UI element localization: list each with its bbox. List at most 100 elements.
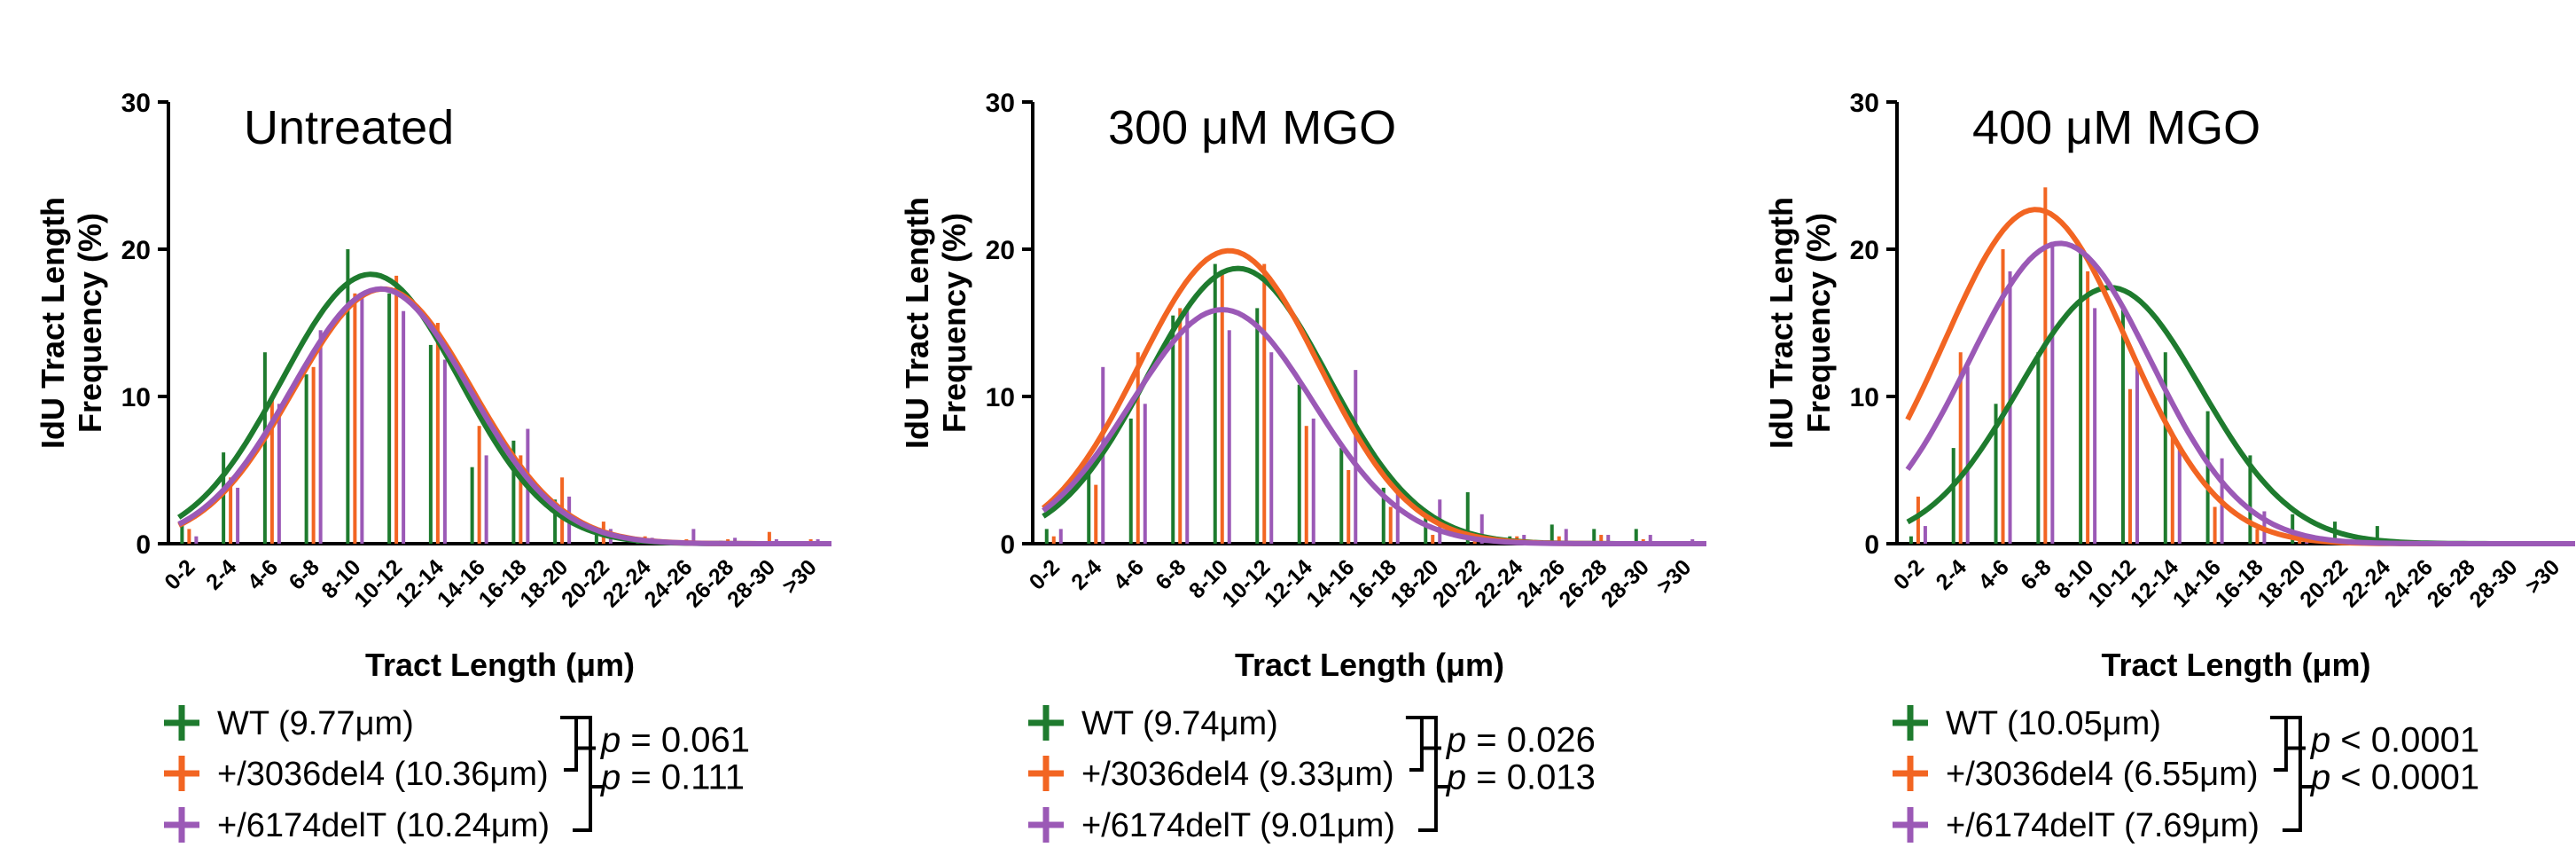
bar-3036del4-3: [1178, 308, 1183, 544]
legend-marker: [1893, 705, 1928, 741]
bar-6174delT-4: [360, 293, 364, 544]
x-tick-label: 14-16: [1301, 554, 1359, 612]
bar-6174delT-7: [1354, 370, 1358, 544]
bar-WT-3: [304, 374, 308, 544]
legend-entry: +/3036del4 (10.36μm): [217, 756, 549, 793]
bar-3036del4-13: [1599, 535, 1604, 544]
bar-3036del4-6: [1304, 426, 1308, 544]
p-bracket-1: [560, 716, 579, 772]
panel-title: 400 μM MGO: [1972, 101, 2260, 154]
p-bracket-2: [573, 716, 593, 832]
legend-entry: WT (9.77μm): [217, 705, 414, 742]
bar-3036del4-1: [1958, 352, 1963, 544]
fit-curve-series-1: [176, 271, 831, 546]
bar-6174delT-13: [1606, 535, 1611, 544]
bar-6174delT-4: [2093, 308, 2097, 544]
bar-3036del4-7: [477, 426, 481, 544]
y-tick-label: 20: [986, 236, 1015, 265]
bar-6174delT-13: [733, 537, 738, 544]
y-tick-label: 10: [121, 383, 151, 412]
p-value-2: p = 0.111: [600, 758, 745, 797]
bar-6174delT-2: [1143, 404, 1147, 544]
bar-3036del4-9: [1431, 535, 1435, 544]
legend-entry: WT (10.05μm): [1946, 705, 2161, 742]
y-tick-label: 0: [136, 530, 151, 560]
bar-WT-2: [1128, 418, 1133, 544]
bar-3036del4-3: [2043, 187, 2048, 544]
y-tick-label: 0: [1000, 530, 1015, 560]
x-tick-label: 0-2: [1889, 554, 1929, 594]
bar-6174delT-2: [277, 404, 281, 544]
x-tick-label: 12-14: [1260, 554, 1317, 612]
fit-curve-series-2: [1905, 207, 2575, 546]
bar-3036del4-6: [435, 323, 440, 544]
bar-6174delT-6: [2177, 448, 2182, 544]
bar-3036del4-2: [1136, 352, 1140, 544]
bar-6174delT-0: [194, 536, 199, 544]
legend-entry: +/6174delT (10.24μm): [217, 807, 550, 844]
bar-3036del4-4: [1220, 271, 1224, 544]
y-tick-label: 0: [1864, 530, 1879, 560]
bar-6174delT-1: [236, 487, 240, 544]
bar-3036del4-0: [1051, 536, 1056, 544]
legend-marker: [1028, 807, 1064, 843]
x-axis-title: Tract Length (μm): [365, 647, 635, 683]
x-tick-label: 2-4: [1932, 554, 1971, 594]
bar-3036del4-7: [1347, 470, 1351, 544]
y-tick-label: 30: [1850, 89, 1879, 118]
x-tick-label: 26-28: [2423, 554, 2480, 612]
legend-marker: [1893, 756, 1928, 791]
x-tick-label: 24-26: [640, 554, 698, 612]
x-tick-label: 24-26: [1512, 554, 1570, 612]
bar-WT-9: [553, 499, 558, 544]
x-tick-label: 6-8: [1151, 554, 1190, 594]
bar-3036del4-5: [2127, 388, 2132, 544]
y-tick-label: 20: [1850, 236, 1879, 265]
bar-WT-6: [1297, 384, 1301, 544]
y-tick-label: 10: [986, 383, 1015, 412]
x-tick-label: 22-24: [598, 554, 656, 612]
bar-WT-4: [1213, 263, 1217, 544]
bar-WT-2: [262, 352, 267, 544]
bar-6174delT-3: [2050, 241, 2055, 544]
bar-3036del4-5: [1262, 263, 1267, 544]
bar-6174delT-1: [1965, 366, 1970, 544]
x-tick-label: 16-18: [1344, 554, 1401, 612]
x-tick-label: 16-18: [2211, 554, 2268, 612]
x-tick-label: 26-28: [681, 554, 738, 612]
y-tick-label: 10: [1850, 383, 1879, 412]
bar-3036del4-9: [2298, 539, 2302, 544]
p-value-1: p = 0.026: [1446, 721, 1596, 760]
x-tick-label: 28-30: [1596, 554, 1654, 612]
bar-6174delT-0: [1058, 529, 1063, 544]
bar-6174delT-6: [442, 359, 447, 544]
x-tick-label: 10-12: [349, 554, 407, 612]
legend-entry: +/6174delT (7.69μm): [1946, 807, 2260, 844]
legend-marker: [1028, 705, 1064, 741]
x-tick-label: 18-20: [2252, 554, 2310, 612]
bar-6174delT-10: [1479, 514, 1484, 544]
bar-WT-6: [428, 344, 433, 544]
bar-WT-5: [387, 293, 392, 544]
x-tick-label: 0-2: [1025, 554, 1065, 594]
p-bracket-1: [2269, 716, 2288, 772]
x-tick-label: 16-18: [474, 554, 532, 612]
bar-WT-9: [2291, 514, 2295, 544]
x-tick-label: 18-20: [515, 554, 573, 612]
x-tick-label: 6-8: [2016, 554, 2056, 594]
x-tick-label: 2-4: [201, 554, 241, 594]
x-tick-label: 26-28: [1554, 554, 1612, 612]
bar-6174delT-6: [1311, 418, 1315, 544]
x-tick-label: 14-16: [433, 554, 490, 612]
y-tick-label: 20: [121, 236, 151, 265]
legend-marker: [164, 807, 199, 843]
bar-6174delT-5: [1269, 352, 1274, 544]
bar-3036del4-12: [1557, 536, 1561, 544]
bar-WT-1: [1087, 470, 1091, 544]
bar-WT-1: [222, 452, 226, 544]
bar-WT-7: [2205, 411, 2210, 544]
bar-6174delT-8: [1395, 491, 1400, 544]
